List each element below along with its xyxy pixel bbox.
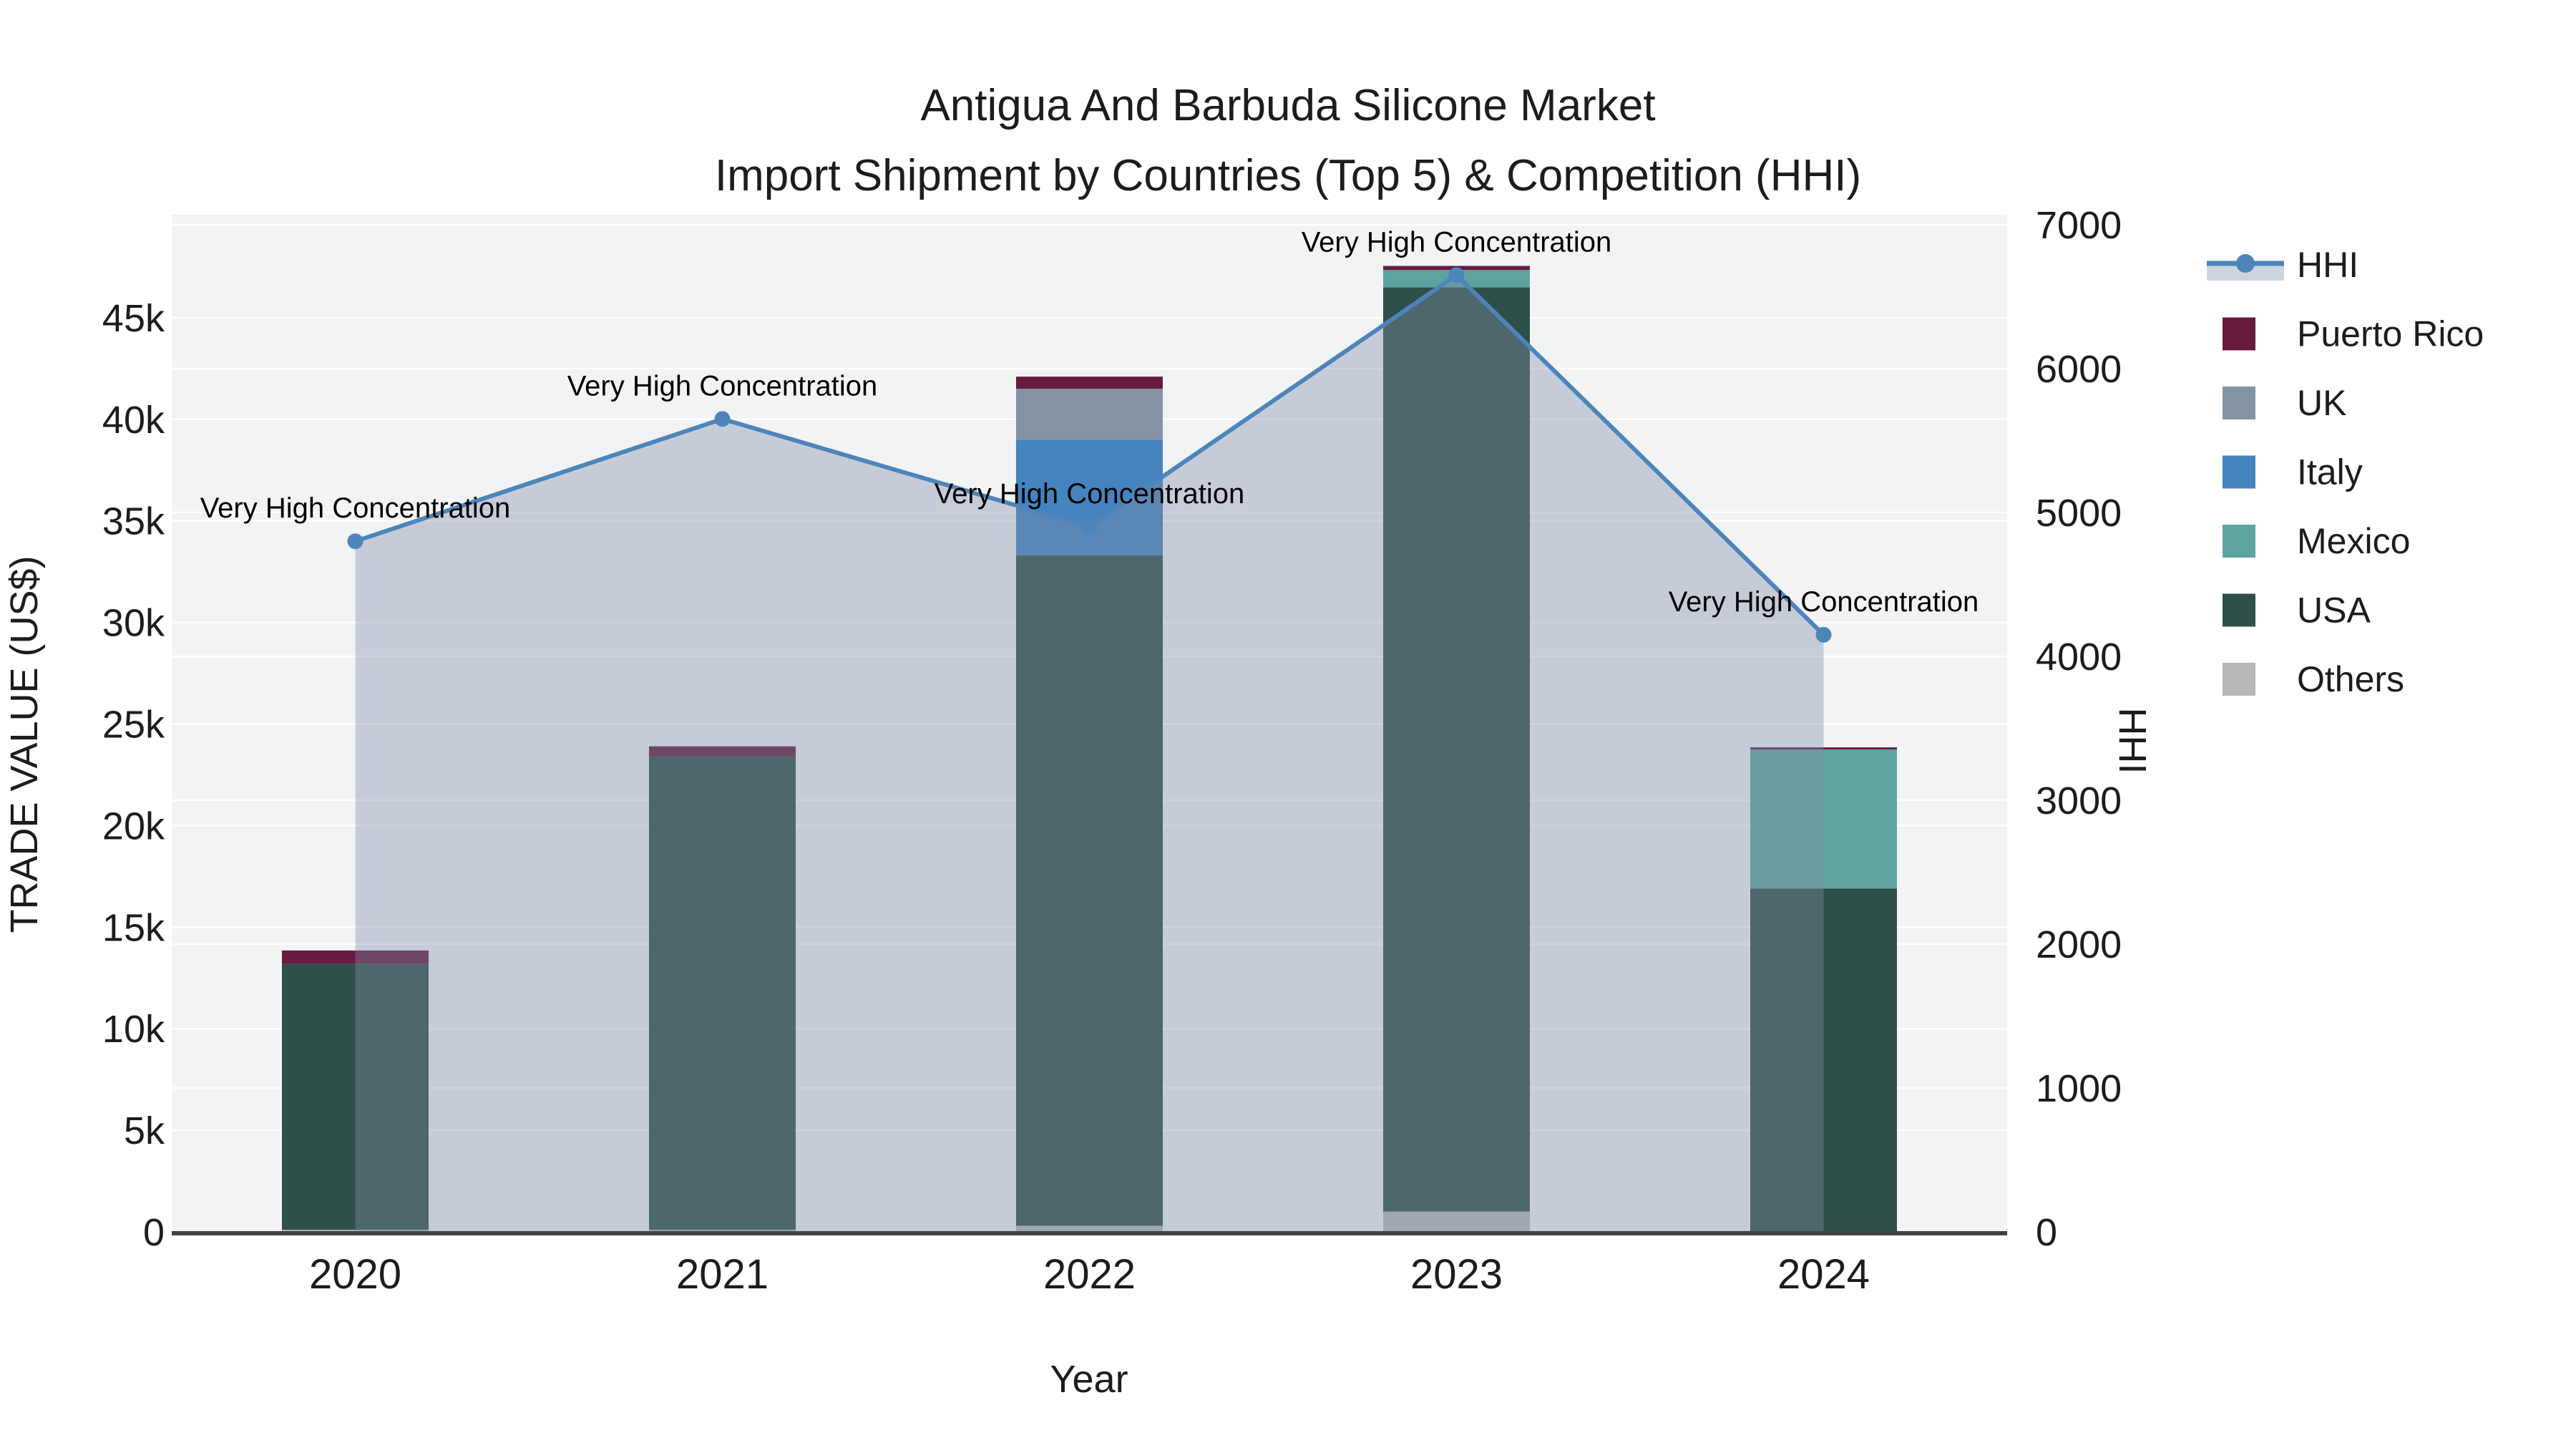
annotation-2021: Very High Concentration (567, 370, 878, 402)
y-right-tick-label: 1000 (2036, 1067, 2122, 1110)
legend-label-usa: USA (2297, 591, 2371, 631)
bar-segment-puerto-rico-2022[interactable] (1016, 376, 1163, 389)
legend-swatch-others (2223, 663, 2255, 696)
y-left-tick-label: 5k (124, 1109, 165, 1152)
legend-label-uk: UK (2297, 383, 2346, 423)
y-right-tick-label: 6000 (2036, 348, 2122, 391)
hhi-area (355, 275, 1824, 1234)
bar-segment-usa-2022[interactable] (1016, 555, 1163, 1226)
y-right-tick-label: 5000 (2036, 492, 2122, 535)
y-left-axis-title: TRADE VALUE (US$) (3, 555, 46, 933)
y-left-tick-label: 45k (102, 297, 165, 340)
legend-label-mexico: Mexico (2297, 521, 2410, 561)
bar-segment-usa-2024[interactable] (1750, 888, 1897, 1232)
hhi-point-2023[interactable] (1448, 267, 1465, 283)
x-tick-label-2023: 2023 (1410, 1251, 1503, 1298)
legend-hhi-marker (2236, 254, 2255, 273)
x-axis-line (172, 1231, 2007, 1235)
bar-segment-others-2021[interactable] (649, 1230, 796, 1232)
hhi-point-2020[interactable] (347, 533, 364, 550)
x-tick-label-2021: 2021 (676, 1251, 769, 1298)
hhi-point-2022[interactable] (1081, 519, 1098, 535)
annotation-2024: Very High Concentration (1669, 586, 1979, 618)
legend-label-hhi: HHI (2297, 245, 2358, 285)
legend-item-hhi[interactable]: HHI (2207, 245, 2358, 285)
legend-swatch-italy (2223, 455, 2255, 489)
bar-segment-others-2022[interactable] (1016, 1225, 1163, 1232)
legend-swatch-mexico (2223, 525, 2255, 558)
y-right-tick-label: 4000 (2036, 636, 2122, 679)
bar-segment-usa-2023[interactable] (1383, 287, 1530, 1212)
bar-segment-others-2020[interactable] (282, 1230, 429, 1232)
chart-title-line2: Import Shipment by Countries (Top 5) & C… (715, 151, 1861, 200)
legend-swatch-uk (2223, 387, 2255, 419)
y-left-tick-label: 40k (102, 399, 165, 442)
y-right-axis-title: HHI (2111, 708, 2154, 774)
legend-label-italy: Italy (2297, 452, 2363, 492)
y-right-tick-label: 7000 (2036, 204, 2122, 247)
hhi-point-2021[interactable] (714, 411, 731, 427)
y-left-tick-label: 10k (102, 1008, 165, 1051)
bar-segment-uk-2022[interactable] (1016, 389, 1163, 440)
legend-item-usa[interactable]: USA (2223, 591, 2371, 631)
y-right-tick-label: 3000 (2036, 779, 2122, 822)
bar-segment-usa-2020[interactable] (282, 963, 429, 1230)
x-tick-label-2024: 2024 (1777, 1251, 1870, 1298)
y-right-tick-label: 0 (2036, 1211, 2057, 1254)
legend-item-uk[interactable]: UK (2223, 383, 2346, 423)
bar-segment-puerto-rico-2020[interactable] (282, 950, 429, 964)
bar-segment-italy-2022[interactable] (1016, 439, 1163, 555)
y-left-tick-label: 35k (102, 500, 165, 543)
bar-segment-usa-2021[interactable] (649, 756, 796, 1230)
bar-segment-others-2023[interactable] (1383, 1211, 1530, 1232)
annotation-2020: Very High Concentration (200, 492, 511, 524)
legend-item-puerto-rico[interactable]: Puerto Rico (2223, 314, 2484, 354)
hhi-point-2024[interactable] (1815, 626, 1832, 643)
y-left-tick-label: 15k (102, 906, 165, 949)
bar-segment-puerto-rico-2021[interactable] (649, 746, 796, 757)
annotation-2022: Very High Concentration (935, 478, 1245, 510)
y-right-tick-label: 2000 (2036, 923, 2122, 966)
x-tick-label-2022: 2022 (1043, 1251, 1136, 1298)
legend-swatch-puerto-rico (2223, 317, 2255, 351)
legend-item-italy[interactable]: Italy (2223, 452, 2363, 492)
legend-label-puerto-rico: Puerto Rico (2297, 314, 2484, 354)
x-axis-title: Year (1050, 1358, 1128, 1401)
y-left-tick-label: 20k (102, 805, 165, 847)
legend-item-others[interactable]: Others (2223, 659, 2404, 699)
legend-item-mexico[interactable]: Mexico (2223, 521, 2410, 561)
chart-title-line1: Antigua And Barbuda Silicone Market (920, 81, 1655, 130)
y-left-tick-label: 25k (102, 704, 165, 747)
legend-swatch-usa (2223, 593, 2255, 627)
legend-label-others: Others (2297, 659, 2404, 699)
y-left-tick-label: 30k (102, 602, 165, 645)
annotation-2023: Very High Concentration (1302, 226, 1612, 258)
bar-segment-puerto-rico-2024[interactable] (1750, 747, 1897, 749)
y-left-tick-label: 0 (143, 1211, 165, 1254)
x-tick-label-2020: 2020 (309, 1251, 401, 1298)
bar-segment-mexico-2024[interactable] (1750, 749, 1897, 889)
